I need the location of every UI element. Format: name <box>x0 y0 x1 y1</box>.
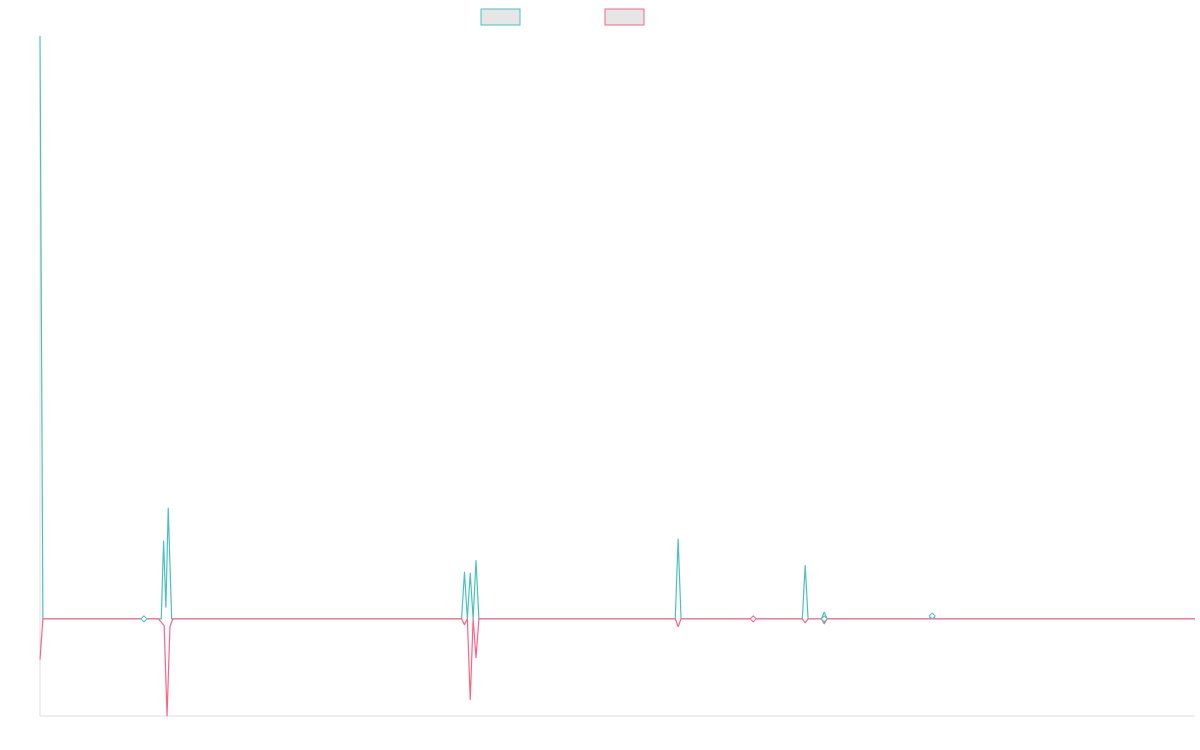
legend-swatch-1[interactable] <box>480 8 521 26</box>
marker-layer <box>140 612 936 623</box>
series-layer <box>39 35 1195 717</box>
legend-swatch-2[interactable] <box>604 8 645 26</box>
series-line-2 <box>39 618 1195 717</box>
legend[interactable] <box>480 8 645 26</box>
data-marker-4 <box>928 612 936 620</box>
series-line-1 <box>39 35 1195 620</box>
data-marker-3 <box>820 615 828 623</box>
data-marker-2 <box>749 615 757 623</box>
axes <box>39 36 1195 717</box>
data-marker-1 <box>140 615 148 623</box>
